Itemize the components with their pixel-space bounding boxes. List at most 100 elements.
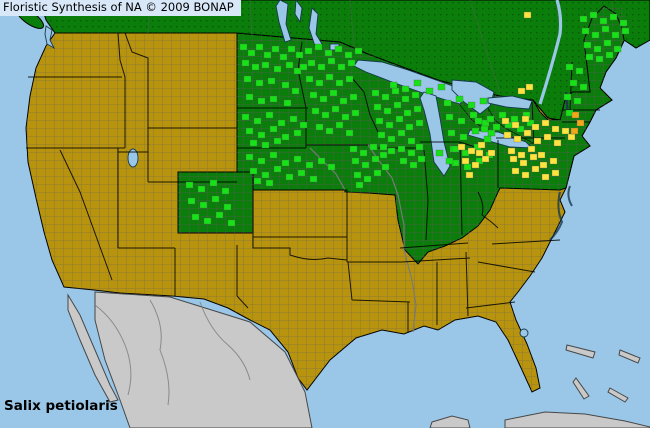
county-present-cell (565, 63, 574, 71)
county-rare-cell (511, 121, 520, 129)
county-present-cell (613, 45, 622, 53)
county-present-cell (563, 93, 572, 101)
county-present-cell (447, 129, 456, 137)
county-present-cell (411, 91, 420, 99)
county-present-cell (355, 181, 364, 189)
county-present-cell (573, 97, 582, 105)
county-present-cell (474, 117, 483, 125)
county-present-cell (498, 111, 507, 119)
county-present-cell (599, 17, 608, 25)
county-present-cell (591, 31, 600, 39)
county-present-cell (349, 93, 358, 101)
cuba (504, 411, 650, 428)
county-rare-cell (517, 87, 526, 95)
county-present-cell (257, 157, 266, 165)
county-present-cell (575, 67, 584, 75)
outside-range-land (67, 291, 650, 428)
county-present-cell (265, 111, 274, 119)
county-present-cell (325, 127, 334, 135)
county-present-cell (345, 129, 354, 137)
county-present-cell (277, 119, 286, 127)
county-present-cell (371, 89, 380, 97)
puget-sound (44, 25, 56, 50)
county-present-cell (211, 195, 220, 203)
county-present-cell (415, 119, 424, 127)
chesapeake-delaware-bays (549, 185, 573, 241)
county-rare-cell (509, 155, 518, 163)
county-present-cell (437, 83, 446, 91)
county-present-cell (241, 59, 250, 67)
county-present-cell (344, 51, 353, 59)
county-rare-cell (567, 133, 576, 141)
county-present-cell (510, 115, 519, 123)
county-present-cell (579, 15, 588, 23)
mexico-mainland (94, 291, 313, 428)
county-present-cell (221, 187, 230, 195)
county-present-cell (317, 157, 326, 165)
county-present-cell (307, 59, 316, 67)
county-present-cell (327, 57, 336, 65)
county-present-cell (281, 159, 290, 167)
county-present-cell (371, 155, 380, 163)
county-present-cell (445, 157, 454, 165)
county-rare-cell (551, 169, 560, 177)
county-present-cell (351, 109, 360, 117)
county-present-cell (405, 123, 414, 131)
county-present-cell (393, 101, 402, 109)
county-present-cell (569, 79, 578, 87)
county-present-cell (379, 151, 388, 159)
county-present-cell (255, 43, 264, 51)
county-present-cell (399, 157, 408, 165)
county-present-cell (293, 129, 302, 137)
county-present-cell (335, 121, 344, 129)
county-present-cell (603, 39, 612, 47)
county-present-cell (317, 63, 326, 71)
county-present-cell (329, 89, 338, 97)
county-present-cell (387, 135, 396, 143)
county-present-cell (487, 129, 496, 137)
county-present-cell (361, 161, 370, 169)
county-present-cell (395, 115, 404, 123)
county-present-cell (605, 51, 614, 59)
county-present-cell (377, 131, 386, 139)
county-present-cell (247, 49, 256, 57)
county-present-cell (407, 149, 416, 157)
lake-erie (467, 129, 534, 149)
county-present-cell (245, 93, 254, 101)
county-rare-cell (543, 133, 552, 141)
county-present-cell (413, 105, 422, 113)
county-present-cell (263, 51, 272, 59)
county-present-cell (209, 179, 218, 187)
county-rare-cell (523, 11, 532, 19)
yucatan (429, 415, 471, 428)
county-present-cell (593, 45, 602, 53)
county-rare-cell (561, 127, 570, 135)
county-present-cell (289, 115, 298, 123)
county-present-cell (351, 157, 360, 165)
county-rare-cell (471, 161, 480, 169)
county-rare-cell (541, 119, 550, 127)
county-present-cell (381, 163, 390, 171)
county-rare-cell (503, 131, 512, 139)
county-adventive-cell (571, 111, 580, 119)
county-present-cell (331, 105, 340, 113)
county-present-cell (269, 95, 278, 103)
county-present-cell (311, 107, 320, 115)
county-present-cell (267, 77, 276, 85)
county-present-cell (285, 173, 294, 181)
county-present-cell (373, 103, 382, 111)
county-present-cell (467, 101, 476, 109)
county-present-cell (291, 87, 300, 95)
county-present-cell (363, 175, 372, 183)
county-rare-cell (531, 123, 540, 131)
county-present-cell (403, 109, 412, 117)
county-present-cell (383, 107, 392, 115)
lake-winnipeg (275, 0, 292, 43)
county-present-cell (409, 161, 418, 169)
county-present-cell (469, 111, 478, 119)
county-present-cell (269, 125, 278, 133)
county-present-cell (425, 87, 434, 95)
county-present-cell (191, 213, 200, 221)
